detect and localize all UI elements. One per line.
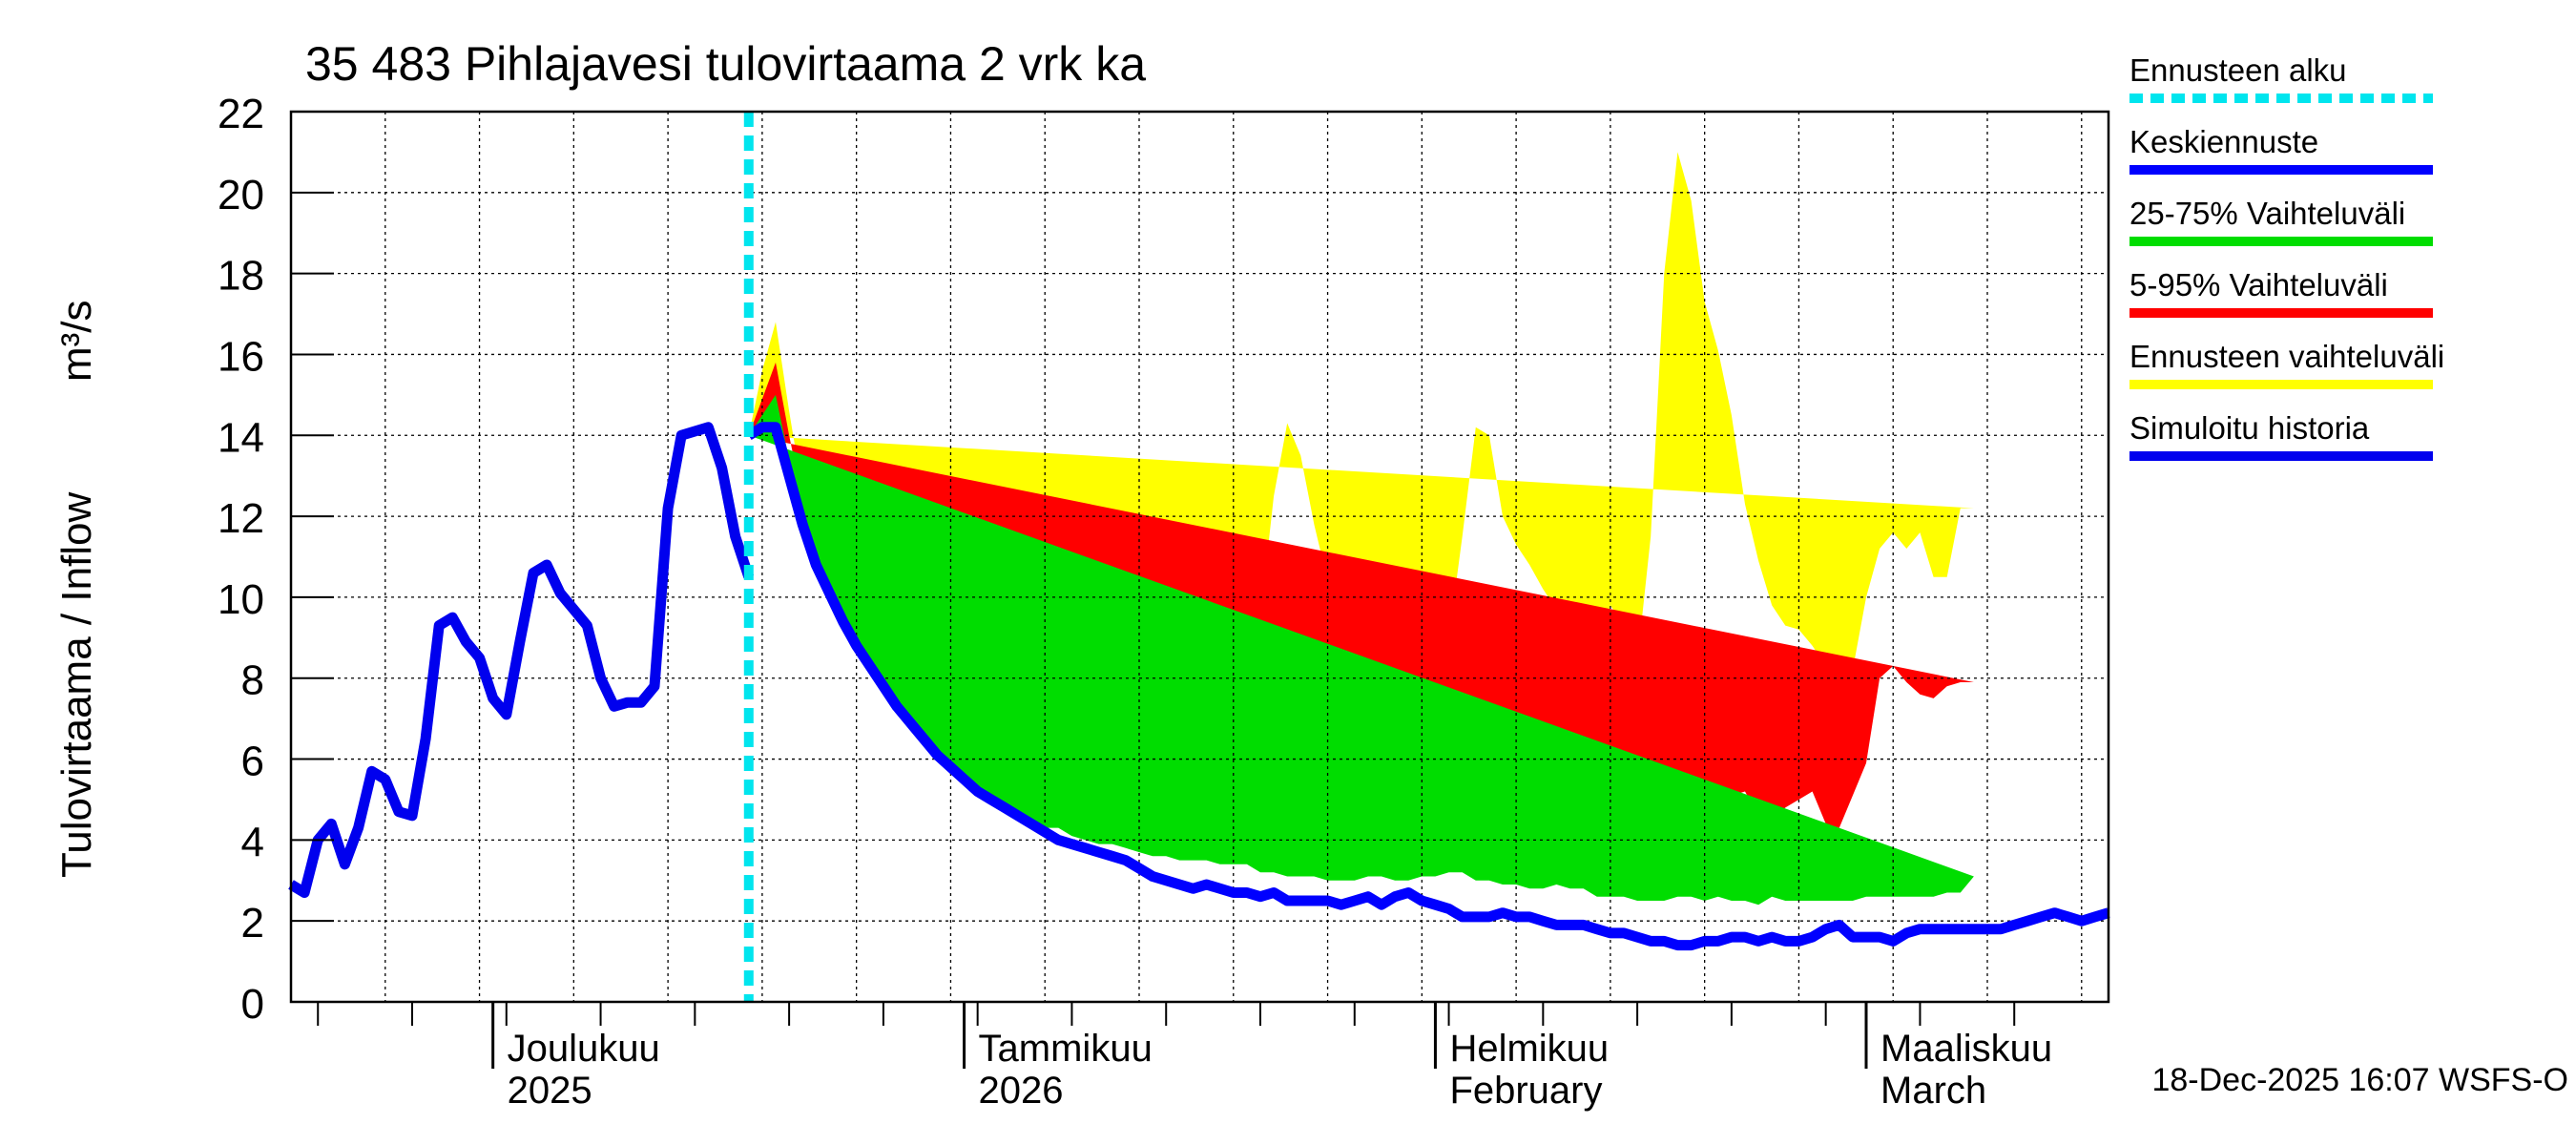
y-tick-label: 16 — [218, 333, 264, 380]
y-tick-label: 12 — [218, 495, 264, 542]
legend-label: Ennusteen vaihteluväli — [2129, 339, 2444, 374]
month-label: Maaliskuu — [1880, 1028, 2052, 1070]
legend: Ennusteen alku Keskiennuste 25-75% Vaihtel… — [2129, 52, 2444, 461]
y-tick-label: 2 — [241, 900, 264, 947]
y-tick-label: 0 — [241, 981, 264, 1028]
legend-label: 5-95% Vaihteluväli — [2129, 267, 2388, 302]
band-25-75 — [748, 394, 1974, 906]
legend-label: Ennusteen alku — [2129, 52, 2347, 88]
simulated-history-line — [288, 422, 755, 898]
footer-timestamp: 18-Dec-2025 16:07 WSFS-O — [2151, 1062, 2568, 1098]
y-tick-label: 8 — [241, 657, 264, 704]
month-label: Helmikuu — [1449, 1028, 1609, 1070]
median-forecast-line — [745, 422, 2110, 951]
y-tick-label: 10 — [218, 576, 264, 623]
y-tick-label: 22 — [218, 91, 264, 137]
legend-label: Simuloitu historia — [2129, 410, 2370, 446]
legend-label: 25-75% Vaihteluväli — [2129, 196, 2405, 231]
legend-label: Keskiennuste — [2129, 124, 2318, 159]
month-label: Joulukuu — [508, 1028, 660, 1070]
y-tick-label: 4 — [241, 819, 264, 865]
y-axis-unit: m³/s — [53, 300, 100, 382]
y-tick-label: 18 — [218, 253, 264, 300]
month-label: Tammikuu — [979, 1028, 1153, 1070]
forecast-bands — [291, 112, 2109, 1002]
year-label: 2025 — [508, 1070, 592, 1112]
year-label: March — [1880, 1070, 1986, 1112]
y-tick-label: 14 — [218, 414, 264, 461]
year-label: February — [1449, 1070, 1602, 1112]
chart-title: 35 483 Pihlajavesi tulovirtaama 2 vrk ka — [305, 37, 1146, 91]
y-tick-label: 6 — [241, 739, 264, 785]
plot-frame — [289, 110, 2110, 1004]
y-tick-label: 20 — [218, 172, 264, 219]
year-label: 2026 — [979, 1070, 1064, 1112]
y-axis-label: Tulovirtaama / Inflow — [53, 491, 100, 878]
chart-grid — [291, 112, 2109, 1002]
chart-lines — [288, 112, 2110, 1002]
